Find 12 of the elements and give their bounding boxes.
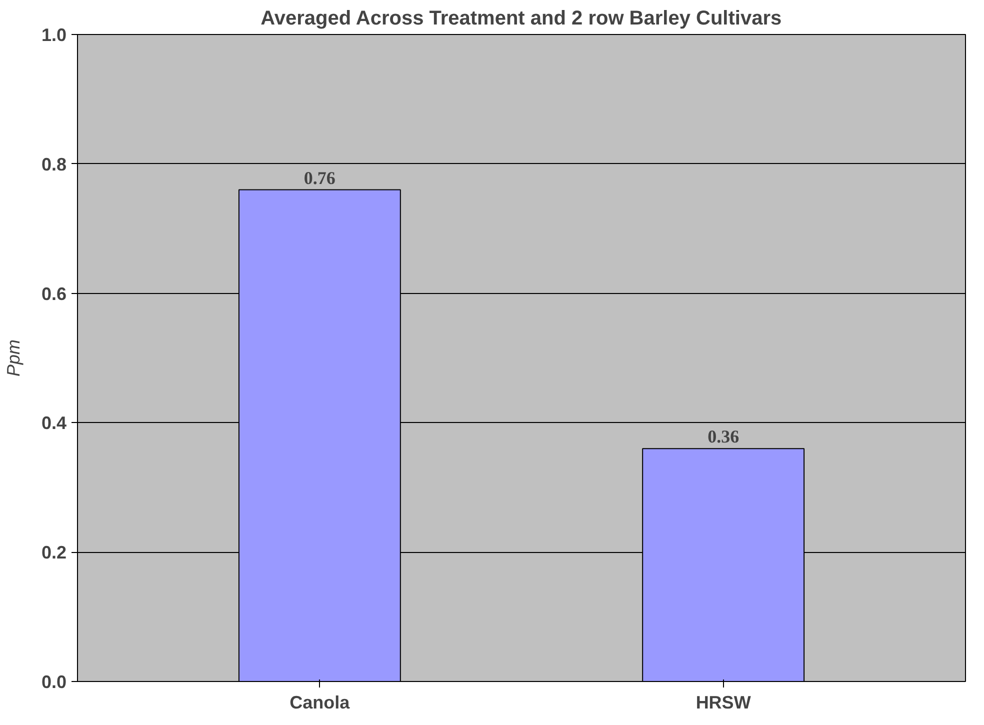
- y-tick-label: 0.6: [41, 284, 67, 304]
- y-tick-label: 0.8: [41, 154, 67, 174]
- y-axis-title: Ppm: [3, 339, 24, 377]
- y-tick-label: 0.2: [41, 542, 67, 563]
- y-tick-label: 1.0: [41, 25, 67, 45]
- chart-title: Averaged Across Treatment and 2 row Barley Cultivars: [260, 8, 782, 30]
- y-tick-label: 0.4: [41, 413, 67, 434]
- x-tick-label: HRSW: [696, 692, 751, 712]
- x-tick-label: Canola: [290, 692, 351, 712]
- data-label: 0.76: [304, 168, 336, 188]
- y-tick-label: 0.0: [41, 672, 67, 692]
- data-label: 0.36: [708, 426, 740, 447]
